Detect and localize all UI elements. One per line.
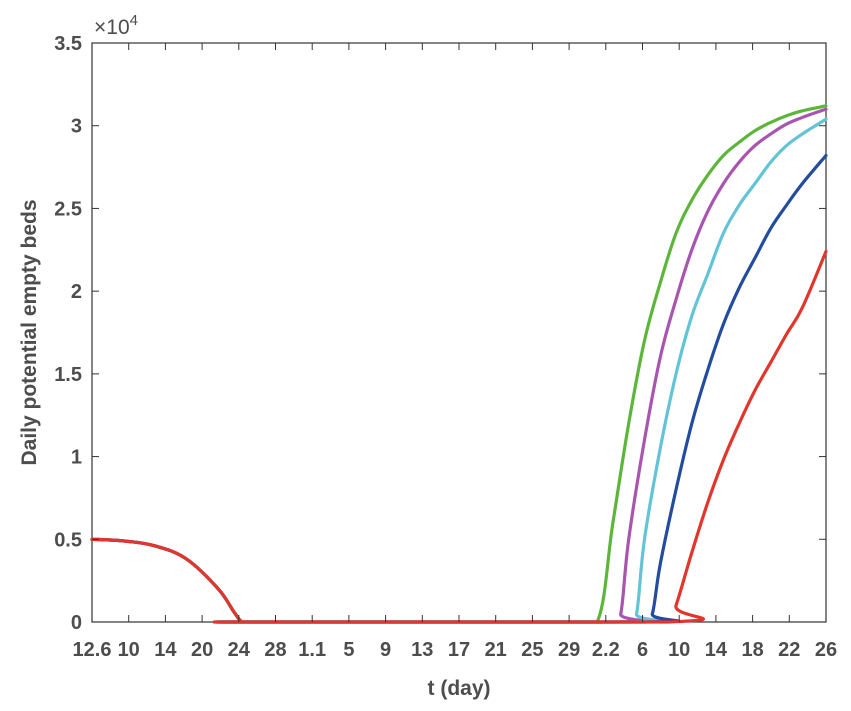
x-tick-label: 9 xyxy=(380,639,391,661)
plot-area xyxy=(91,42,827,623)
series-group xyxy=(90,104,828,624)
x-tick-label: 6 xyxy=(637,639,648,661)
y-tick-label: 0.5 xyxy=(54,529,82,551)
y-tick-label: 3.5 xyxy=(54,33,82,55)
y-tick-label: 2.5 xyxy=(54,198,82,220)
x-tick-label: 2.2 xyxy=(592,639,620,661)
x-tick-label: 25 xyxy=(521,639,543,661)
x-tick-label: 13 xyxy=(411,639,433,661)
x-tick-label: 5 xyxy=(343,639,354,661)
y-tick-label: 2 xyxy=(71,281,82,303)
y-axis-multiplier: ×104 xyxy=(94,12,138,39)
x-tick-label: 26 xyxy=(815,639,837,661)
y-axis-title: Daily potential empty beds xyxy=(18,199,41,465)
x-tick-label: 14 xyxy=(705,639,728,661)
x-tick-label: 24 xyxy=(228,639,251,661)
x-tick-label: 10 xyxy=(118,639,140,661)
ticks-group: 0 0.5 1 1.5 2 2.5 3 3.5 12.6 10 14 20 24 28 1.1 5 9 13 17 2… xyxy=(54,33,837,661)
x-axis-title: t (day) xyxy=(428,677,491,700)
y-tick-label: 1.5 xyxy=(54,364,82,386)
x-tick-label: 28 xyxy=(264,639,286,661)
x-tick-label: 21 xyxy=(485,639,507,661)
x-tick-label: 17 xyxy=(448,639,470,661)
x-tick-label: 20 xyxy=(191,639,213,661)
y-tick-label: 0 xyxy=(71,612,82,634)
y-tick-label: 1 xyxy=(71,447,82,469)
x-tick-label: 18 xyxy=(741,639,763,661)
y-multiplier-base: ×10 xyxy=(94,16,130,39)
x-tick-label: 29 xyxy=(558,639,580,661)
x-tick-label: 22 xyxy=(778,639,800,661)
x-tick-label: 12.6 xyxy=(73,639,112,661)
x-tick-label: 1.1 xyxy=(298,639,326,661)
y-tick-label: 3 xyxy=(71,116,82,138)
y-multiplier-exponent: 4 xyxy=(130,12,138,29)
series-line-5 xyxy=(90,249,828,624)
x-tick-label: 14 xyxy=(154,639,177,661)
x-tick-label: 10 xyxy=(668,639,690,661)
